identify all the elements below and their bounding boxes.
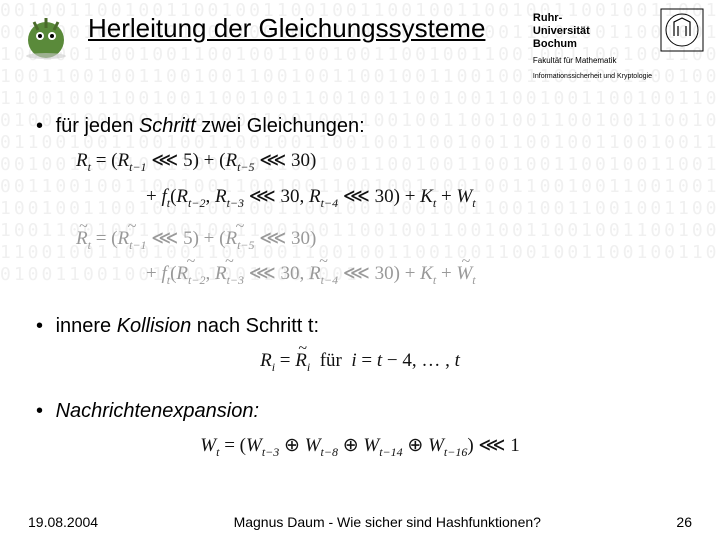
bullet-1-prefix: für jeden xyxy=(56,115,139,137)
bullet-1-em: Schritt xyxy=(139,115,196,137)
slide: Herleitung der Gleichungssysteme Ruhr- U… xyxy=(0,0,720,540)
bullet-1: • für jeden Schritt zwei Gleichungen: xyxy=(36,115,684,138)
university-block: Ruhr- Universität Bochum Fakultät für Ma… xyxy=(533,8,652,83)
equation-2-line-1: Rt = (Rt−1 ⋘ 5) + (Rt−5 ⋘ 30) xyxy=(36,224,684,260)
equation-4: Wt = (Wt−3 ⊕ Wt−8 ⊕ Wt−14 ⊕ Wt−16) ⋘ 1 xyxy=(36,431,684,467)
content: • für jeden Schritt zwei Gleichungen: Rt… xyxy=(0,89,720,467)
uni-faculty: Fakultät für Mathematik xyxy=(533,54,652,67)
uni-name-2: Universität xyxy=(533,25,652,38)
mascot-icon xyxy=(16,8,76,68)
footer-date: 19.08.2004 xyxy=(28,514,98,530)
university-seal-icon xyxy=(660,8,704,52)
bullet-3-text: Nachrichtenexpansion: xyxy=(56,400,259,422)
footer-center: Magnus Daum - Wie sicher sind Hashfunkti… xyxy=(234,514,541,530)
bullet-1-suffix: zwei Gleichungen: xyxy=(196,115,365,137)
slide-title: Herleitung der Gleichungssysteme xyxy=(88,8,533,44)
footer: 19.08.2004 Magnus Daum - Wie sicher sind… xyxy=(0,514,720,530)
uni-name-3: Bochum xyxy=(533,38,652,51)
equation-1-line-1: Rt = (Rt−1 ⋘ 5) + (Rt−5 ⋘ 30) xyxy=(36,146,684,182)
bullet-2: • innere Kollision nach Schritt t: xyxy=(36,315,684,338)
bullet-2-prefix: innere xyxy=(56,315,117,337)
footer-page: 26 xyxy=(676,514,692,530)
header: Herleitung der Gleichungssysteme Ruhr- U… xyxy=(0,0,720,89)
bullet-3: • Nachrichtenexpansion: xyxy=(36,400,684,423)
uni-name-1: Ruhr- xyxy=(533,12,652,25)
uni-institute: Informationssicherheit und Kryptologie xyxy=(533,70,652,83)
bullet-2-em: Kollision xyxy=(117,315,191,337)
equation-2-line-2: + ft(Rt−2, Rt−3 ⋘ 30, Rt−4 ⋘ 30) + Kt + … xyxy=(36,259,684,295)
equation-3: Ri = Ri für i = t − 4, … , t xyxy=(36,346,684,382)
